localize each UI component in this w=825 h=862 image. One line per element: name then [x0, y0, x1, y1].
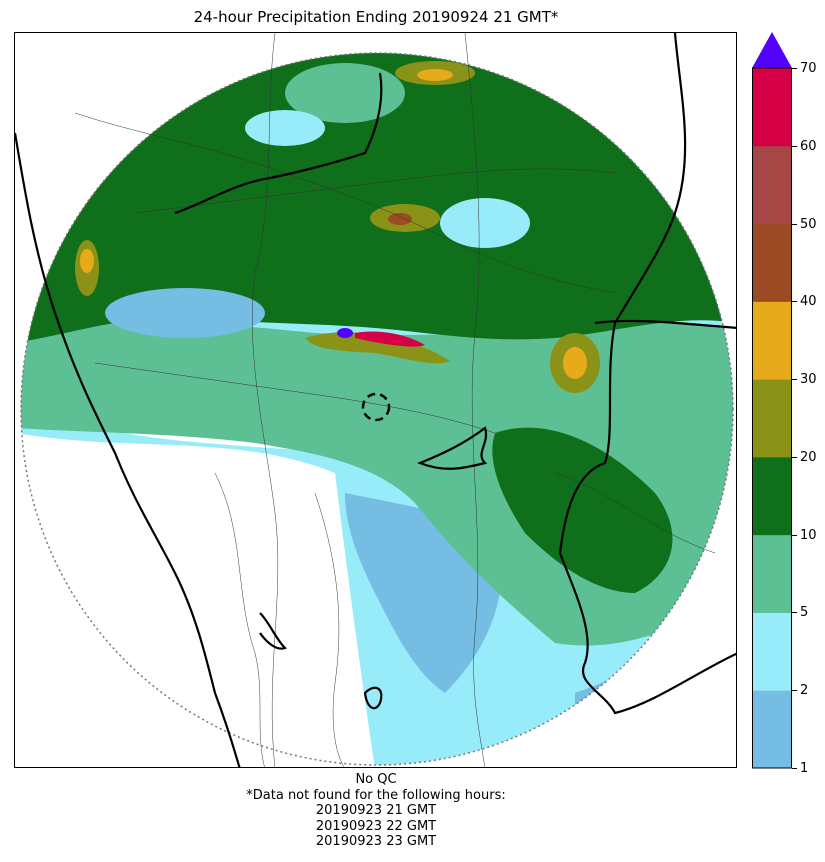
colorbar-tick-mark	[792, 690, 797, 692]
colorbar-segment	[752, 456, 792, 536]
colorbar-tick-mark	[792, 223, 797, 225]
colorbar	[752, 32, 792, 769]
precip-cell-violet	[337, 328, 353, 338]
state-boundary-inset	[417, 426, 488, 470]
state-boundary-enclave-1	[259, 612, 287, 650]
colorbar-tick-label: 70	[800, 61, 817, 76]
colorbar-tick-mark	[792, 534, 797, 536]
radar-map-svg	[15, 33, 736, 767]
colorbar-tick-label: 20	[800, 449, 817, 465]
colorbar-tick-label: 50	[800, 216, 817, 232]
colorbar-tick-label: 60	[800, 138, 817, 154]
colorbar-segment	[752, 379, 792, 458]
precip-cell-brown-1	[388, 213, 412, 225]
state-boundaries	[15, 33, 736, 767]
colorbar-segment	[752, 534, 792, 613]
qc-note: No QC	[355, 772, 397, 787]
colorbar-tick-label: 5	[800, 605, 809, 621]
precip-central-light	[440, 198, 530, 248]
precip-east-core	[492, 427, 673, 593]
colorbar-tick-label: 10	[800, 527, 817, 543]
colorbar-segment	[752, 68, 792, 147]
colorbar-tick-mark	[792, 145, 797, 147]
precip-north-teal	[285, 63, 405, 123]
colorbar-tick-label: 1	[800, 761, 809, 776]
colorbar-segment	[752, 145, 792, 225]
colorbar-tick-mark	[792, 301, 797, 303]
colorbar-segment	[752, 612, 792, 691]
footer-notes: No QC *Data not found for the following …	[0, 772, 752, 850]
colorbar-tick-mark	[792, 768, 797, 769]
chart-title: 24-hour Precipitation Ending 20190924 21…	[193, 8, 559, 26]
colorbar-tick-label: 30	[800, 372, 817, 388]
state-boundary-east-spur	[594, 319, 736, 329]
missing-hour-1: 20190923 21 GMT	[315, 803, 437, 818]
missing-hour-3: 20190923 23 GMT	[315, 834, 437, 849]
colorbar-segment	[752, 690, 792, 769]
colorbar-frame	[752, 67, 792, 769]
state-boundary-east	[558, 33, 736, 715]
colorbar-tick-label: 2	[800, 683, 809, 699]
precip-cell-orange-3	[80, 249, 94, 273]
missing-data-note: *Data not found for the following hours:	[246, 787, 506, 803]
colorbar-tick-mark	[792, 379, 797, 381]
radar-site-marker	[361, 392, 391, 422]
precip-cell-orange-1	[417, 69, 453, 81]
precip-band-red	[355, 331, 425, 347]
colorbar-segments	[752, 68, 792, 769]
colorbar-tick-mark	[792, 68, 797, 69]
precip-west-blue	[105, 288, 265, 338]
precip-north	[21, 53, 733, 343]
precipitation-field	[21, 53, 733, 765]
colorbar-tick-mark	[792, 456, 797, 458]
colorbar-tick-label: 40	[800, 294, 817, 310]
radar-map	[14, 32, 737, 768]
colorbar-extend-triangle	[752, 32, 792, 68]
missing-hour-2: 20190923 22 GMT	[315, 818, 437, 834]
district-boundaries	[74, 33, 716, 767]
precip-band-olive	[305, 332, 450, 364]
state-boundary-enclave-2	[363, 686, 383, 710]
radar-range-ring	[20, 52, 734, 766]
precip-mid-band	[21, 321, 733, 646]
precip-north-light	[245, 110, 325, 146]
colorbar-segment	[752, 301, 792, 380]
colorbar-tick-mark	[792, 612, 797, 614]
coastline	[15, 132, 241, 767]
no-precip-southwest	[21, 433, 375, 765]
colorbar-segment	[752, 223, 792, 302]
precip-cell-orange-2	[563, 347, 587, 379]
state-boundary-north	[174, 72, 383, 215]
